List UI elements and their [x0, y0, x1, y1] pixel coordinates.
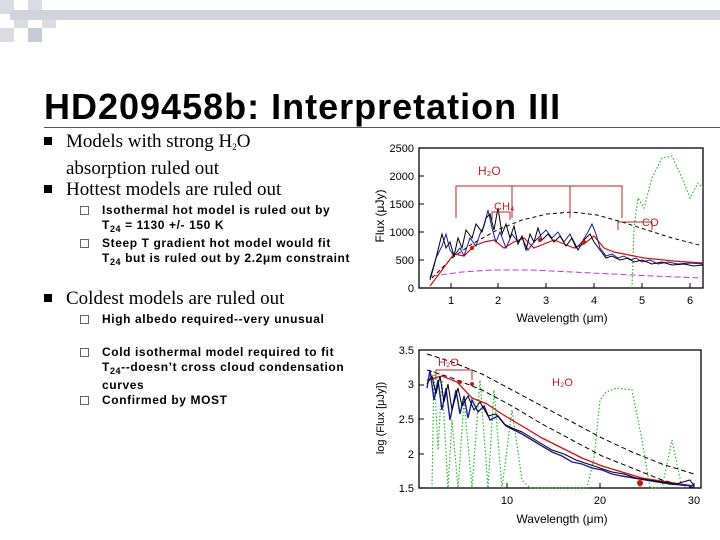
x-tick-label: 4: [591, 295, 597, 307]
h2o-annotation: H₂O: [478, 164, 501, 178]
model-red-curve: [426, 375, 695, 487]
header-bar: [10, 10, 720, 20]
sub-bullet-marker: [80, 315, 89, 324]
y-tick-label: 2500: [390, 143, 414, 155]
data-blue-spectrum: [426, 369, 695, 487]
title-divider: [44, 127, 720, 128]
y-tick-label: 500: [396, 255, 414, 267]
x-tick-label: 10: [501, 495, 513, 507]
x-tick-label: 2: [495, 295, 501, 307]
model-dashed-curve: [431, 211, 704, 279]
x-tick-label: 3: [543, 295, 549, 307]
y-tick-label: 1500: [390, 199, 414, 211]
x-tick-label: 6: [687, 295, 693, 307]
y-axis-label: log (Flux [μJy]): [375, 382, 387, 454]
x-tick-label: 20: [594, 495, 606, 507]
model-red-curve: [429, 235, 704, 287]
y-tick-label: 0: [408, 283, 414, 295]
sub-bullet-text: High albedo required--very unusual: [102, 312, 325, 326]
photometry-points: [458, 380, 474, 386]
ch4-annotation: CH₄: [494, 201, 515, 213]
data-blue-spectrum: [429, 209, 704, 279]
bullet-marker: [44, 294, 52, 302]
x-tick-label: 5: [639, 295, 645, 307]
data-black-spectrum: [426, 374, 695, 487]
sub-bullet-marker: [80, 239, 89, 248]
slide-title: HD209458b: Interpretation III: [44, 86, 562, 127]
sub-bullet-text: Steep T gradient hot model would fit T24…: [102, 236, 351, 267]
model-green-dotted: [631, 155, 704, 289]
y-axis-label: Flux (μJy): [373, 190, 387, 243]
y-tick-label: 1000: [390, 227, 414, 239]
y-tick-label: 3.5: [399, 345, 414, 357]
top-spectrum-plot: 2500 2000 1500 1000 500 0 1 2 3 4 5 6 Wa…: [373, 143, 704, 325]
model-green-dotted: [431, 369, 683, 489]
h2o-annotation-left: H₂O: [438, 357, 459, 369]
photometry-point-24um: [637, 478, 643, 488]
y-tick-label: 2: [408, 449, 414, 461]
h2o-bands-bracket: [455, 185, 653, 230]
bullet-text: Hottest models are ruled out: [66, 179, 282, 200]
x-axis-label: Wavelength (μm): [516, 512, 607, 526]
y-tick-label: 2.5: [399, 414, 414, 426]
co-annotation: CO: [642, 217, 659, 229]
y-tick-labels: 2500 2000 1500 1000 500 0: [390, 143, 414, 295]
sub-bullet-text: Cold isothermal model required to fit T2…: [102, 345, 345, 392]
sub-bullet-text: Isothermal hot model is ruled out by T24…: [102, 203, 331, 234]
sub-bullet-marker: [80, 396, 89, 405]
sub-bullet-marker: [80, 348, 89, 357]
bullet-marker: [44, 137, 52, 145]
x-axis-label: Wavelength (μm): [516, 311, 607, 325]
sub-bullet-marker: [80, 206, 89, 215]
y-tick-label: 3: [408, 379, 414, 391]
y-tick-label: 1.5: [399, 483, 414, 495]
sub-bullet-text: Confirmed by MOST: [102, 393, 228, 407]
model-dashed-lower: [426, 369, 695, 489]
photometry-points: [470, 238, 586, 250]
h2o-annotation-right: H₂O: [552, 377, 573, 389]
model-magenta-curve: [431, 269, 704, 279]
bullet-marker: [44, 185, 52, 193]
x-tick-label: 30: [688, 495, 700, 507]
bullet-text: Coldest models are ruled out: [66, 288, 285, 309]
h2o-bands-bracket: [435, 369, 473, 380]
data-black-spectrum: [429, 207, 704, 281]
x-tick-labels: 10 20 30: [501, 495, 700, 507]
x-tick-label: 1: [448, 295, 454, 307]
corner-decoration: [0, 0, 60, 45]
y-tick-label: 2000: [390, 171, 414, 183]
x-tick-labels: 1 2 3 4 5 6: [448, 295, 693, 307]
plot-frame: [418, 147, 704, 289]
y-tick-labels: 3.5 3 2.5 2 1.5: [399, 345, 414, 495]
bottom-spectrum-plot: 3.5 3 2.5 2 1.5 10 20 30 Wavelength (μm)…: [375, 345, 702, 526]
model-dashed-upper: [426, 353, 695, 475]
plot-frame: [418, 349, 702, 489]
bullet-text: Models with strong H2O absorption ruled …: [66, 131, 251, 179]
